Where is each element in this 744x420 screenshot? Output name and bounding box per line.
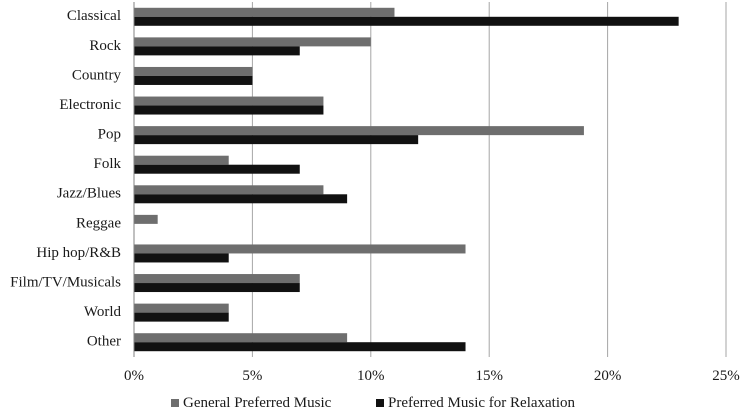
bar-relaxation xyxy=(134,135,419,145)
bar-relaxation xyxy=(134,16,679,26)
x-tick-label: 5% xyxy=(242,368,262,384)
legend-label-general: General Preferred Music xyxy=(183,395,332,411)
bar-general xyxy=(134,244,466,254)
bar-relaxation xyxy=(134,253,229,263)
category-label: Country xyxy=(72,67,122,83)
bar-general xyxy=(134,303,229,313)
gridlines xyxy=(251,2,727,357)
category-label: Pop xyxy=(98,127,121,143)
category-label: Electronic xyxy=(59,97,121,113)
bar-general xyxy=(134,155,229,165)
category-label: Classical xyxy=(67,8,121,24)
x-tick-label: 20% xyxy=(594,368,622,384)
bar-relaxation xyxy=(134,194,348,204)
category-label: Other xyxy=(87,334,121,350)
legend-swatch-general xyxy=(171,399,179,407)
bars xyxy=(134,7,679,352)
category-label: Rock xyxy=(89,38,121,54)
bar-relaxation xyxy=(134,46,300,56)
bar-general xyxy=(134,7,395,17)
category-label: Folk xyxy=(93,156,121,172)
legend-swatch-relaxation xyxy=(376,399,384,407)
legend: General Preferred Music Preferred Music f… xyxy=(171,395,576,411)
bar-relaxation xyxy=(134,164,300,174)
category-label: Hip hop/R&B xyxy=(36,245,121,261)
category-label: Jazz/Blues xyxy=(57,186,121,202)
x-tick-label: 10% xyxy=(357,368,385,384)
category-label: Film/TV/Musicals xyxy=(10,274,121,290)
bar-general xyxy=(134,96,324,106)
bar-relaxation xyxy=(134,105,324,115)
bar-relaxation xyxy=(134,342,466,352)
bar-relaxation xyxy=(134,312,229,322)
bar-general xyxy=(134,214,158,224)
bar-general xyxy=(134,126,584,136)
bar-relaxation xyxy=(134,75,253,85)
x-tick-label: 0% xyxy=(124,368,144,384)
bar-general xyxy=(134,333,348,343)
bar-general xyxy=(134,37,371,47)
x-tick-label: 25% xyxy=(712,368,740,384)
category-labels: Classical Rock Country Electronic Pop Folk Jaz… xyxy=(10,8,121,349)
category-label: Reggae xyxy=(76,215,121,231)
bar-general xyxy=(134,274,300,284)
legend-label-relaxation: Preferred Music for Relaxation xyxy=(388,395,576,411)
category-label: World xyxy=(84,304,122,320)
x-tick-labels: 0% 5% 10% 15% 20% 25% xyxy=(124,368,740,384)
bar-general xyxy=(134,185,324,195)
bar-general xyxy=(134,66,253,76)
x-tick-label: 15% xyxy=(475,368,503,384)
bar-relaxation xyxy=(134,283,300,293)
